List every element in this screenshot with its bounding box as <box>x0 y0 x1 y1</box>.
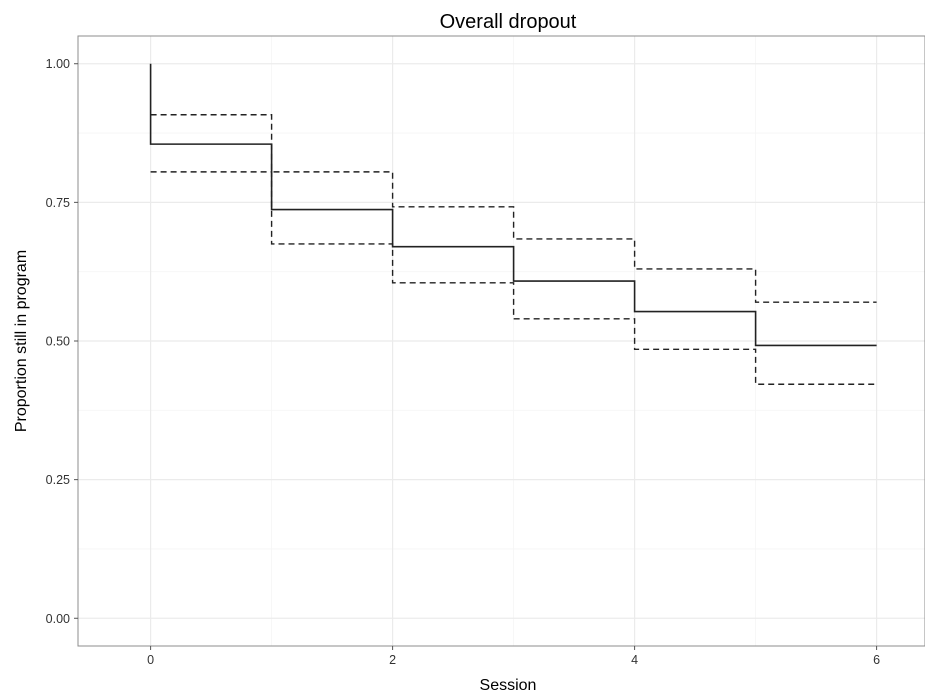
major-gridlines <box>78 36 925 646</box>
y-tick-label: 1.00 <box>46 57 70 71</box>
series-group <box>149 63 877 385</box>
x-tick-label: 0 <box>147 653 154 667</box>
y-tick-label: 0.00 <box>46 612 70 626</box>
y-tick-label: 0.75 <box>46 196 70 210</box>
y-tick-label: 0.25 <box>46 473 70 487</box>
x-axis: 0 2 4 6 <box>147 646 880 667</box>
y-axis: 0.00 0.25 0.50 0.75 1.00 <box>46 57 78 626</box>
upper-ci-line <box>150 114 877 303</box>
chart-title: Overall dropout <box>440 11 577 33</box>
x-axis-title: Session <box>480 677 537 693</box>
x-tick-label: 4 <box>631 653 638 667</box>
y-tick-label: 0.50 <box>46 335 70 349</box>
lower-ci-line <box>150 171 877 385</box>
x-tick-label: 6 <box>873 653 880 667</box>
y-axis-title: Proportion still in program <box>13 250 30 432</box>
x-tick-label: 2 <box>389 653 396 667</box>
